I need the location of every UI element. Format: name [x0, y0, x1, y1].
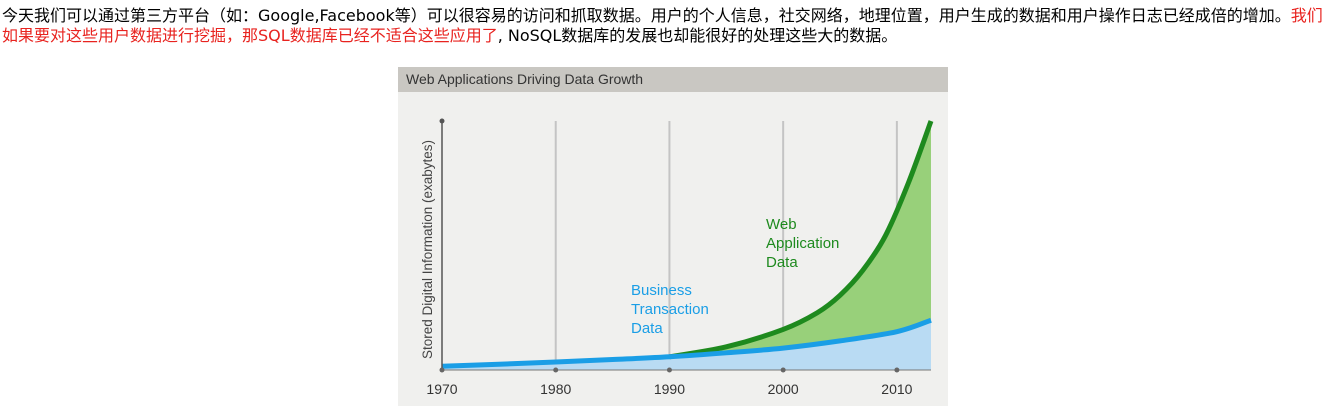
- business-transaction-line: [441, 317, 932, 369]
- web-label-line-1: Web: [766, 216, 797, 233]
- business-label-line-2: Transaction: [631, 301, 709, 318]
- y-axis-top-marker: [439, 118, 445, 124]
- y-axis-label: Stored Digital Information (exabytes): [420, 140, 435, 359]
- highlight-sql: SQL: [258, 26, 290, 45]
- intro-paragraph: 今天我们可以通过第三方平台（如：Google,Facebook等）可以很容易的访…: [2, 6, 1336, 46]
- figure-title: Web Applications Driving Data Growth: [406, 71, 644, 87]
- web-application-label: Web Application Data: [766, 216, 839, 271]
- x-tick-label-1990: 1990: [654, 381, 685, 397]
- paragraph-text-2: 等）可以很容易的访问和抓取数据。用户的个人信息，社交网络，地理位置，用户生成的数…: [394, 6, 1291, 25]
- paragraph-text-1: 今天我们可以通过第三方平台（如：: [2, 6, 259, 25]
- x-tick-marker-2000: [780, 367, 786, 373]
- x-tick-label-1970: 1970: [426, 381, 457, 397]
- x-tick-label-2010: 2010: [881, 381, 912, 397]
- web-application-area: [669, 121, 931, 357]
- paragraph-nosql: NoSQL: [507, 26, 562, 45]
- web-label-line-2: Application: [766, 235, 839, 252]
- x-tick-marker-1990: [666, 367, 672, 373]
- data-growth-figure: Web Applications Driving Data Growth 197…: [398, 67, 948, 406]
- business-transaction-label: Business Transaction Data: [631, 282, 709, 337]
- paragraph-text-3: 数据库的发展也却能很好的处理这些大的数据。: [561, 26, 898, 45]
- business-label-line-1: Business: [631, 282, 692, 299]
- paragraph-comma: ,: [497, 26, 508, 45]
- figure-header: Web Applications Driving Data Growth: [398, 67, 948, 92]
- x-tick-label-2000: 2000: [768, 381, 799, 397]
- data-growth-chart: 1970 1980 1990 2000 2010 Stored Digital Info…: [420, 118, 934, 397]
- highlight-text-2: 数据库已经不适合这些应用了: [289, 26, 498, 45]
- web-application-line: [669, 120, 934, 360]
- paragraph-brands: Google,Facebook: [258, 6, 395, 25]
- x-tick-marker-2010: [894, 367, 900, 373]
- business-transaction-area: [442, 320, 931, 370]
- web-label-line-3: Data: [766, 254, 798, 271]
- business-label-line-3: Data: [631, 320, 663, 337]
- highlight-text-1: 我们如果要对这些用户数据进行挖掘，那: [2, 6, 1323, 45]
- x-tick-marker-1980: [553, 367, 559, 373]
- x-tick-label-1980: 1980: [540, 381, 571, 397]
- x-tick-marker-1970: [439, 367, 445, 373]
